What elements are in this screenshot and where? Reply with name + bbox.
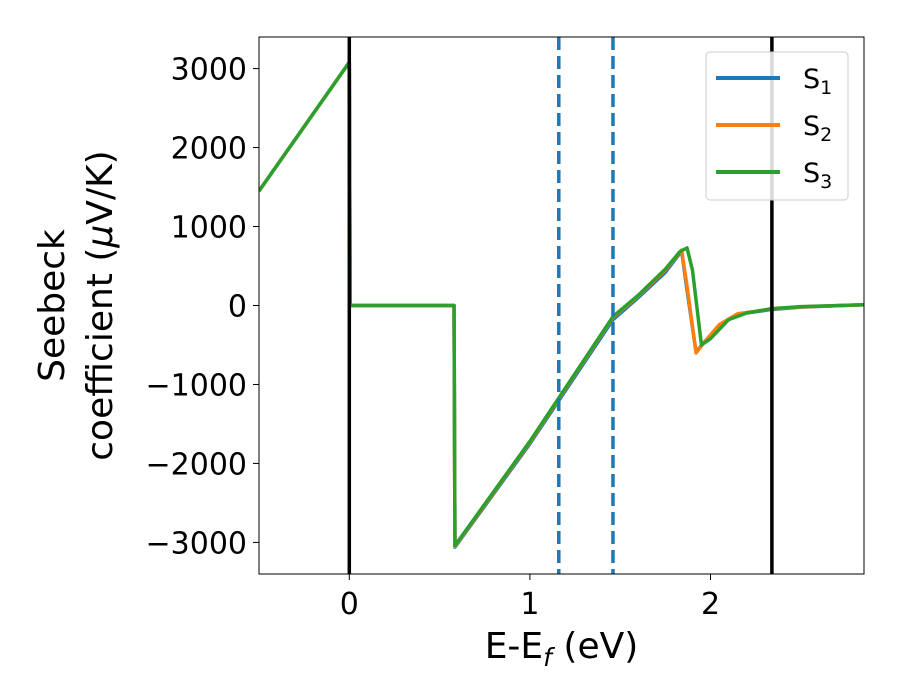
- series-layer: [259, 60, 864, 549]
- y-tick-label: 3000: [171, 53, 247, 88]
- x-axis-label: E-Ef (eV): [485, 626, 639, 672]
- series-line-s3: [259, 60, 864, 548]
- tick-layer: 0 1 2 3000 2000 1000 0 −1000 −2000 −3000: [146, 53, 721, 622]
- y-axis-label: Seebeck coefficient (μV/K): [32, 150, 121, 460]
- y-axis-label-line1: Seebeck: [32, 229, 73, 382]
- x-tick-label: 0: [340, 587, 359, 622]
- y-tick-label: 2000: [171, 132, 247, 167]
- legend-label-s1: S1: [803, 64, 832, 99]
- y-tick-label: −3000: [146, 526, 247, 561]
- legend-label-s3: S3: [803, 158, 832, 193]
- legend: S1 S2 S3: [705, 51, 849, 201]
- y-tick-label: −2000: [146, 447, 247, 482]
- x-tick-label: 2: [701, 587, 720, 622]
- y-axis-label-line2: coefficient (μV/K): [80, 150, 121, 460]
- x-tick-label: 1: [520, 587, 539, 622]
- y-tick-label: −1000: [146, 368, 247, 403]
- legend-label-s2: S2: [803, 111, 832, 146]
- y-tick-label: 0: [228, 290, 247, 325]
- y-tick-label: 1000: [171, 211, 247, 246]
